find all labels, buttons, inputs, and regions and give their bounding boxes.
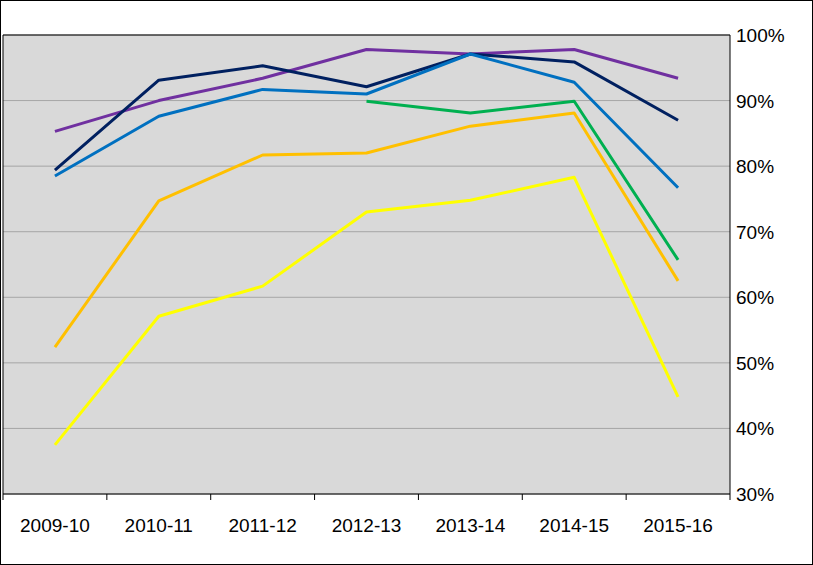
series-line xyxy=(55,177,678,445)
grid-line xyxy=(3,231,730,232)
x-tick xyxy=(3,494,4,500)
y-tick-label: 30% xyxy=(736,484,774,505)
plot-frame xyxy=(3,35,730,36)
x-tick-label: 2009-10 xyxy=(20,515,90,536)
y-tick-label: 40% xyxy=(736,418,774,439)
x-tick-label: 2014-15 xyxy=(539,515,609,536)
x-tick xyxy=(314,494,315,500)
x-tick-label: 2011-12 xyxy=(228,515,296,536)
chart: 30% 40% 50% 60% 70% 80% 90% 100% 2009-10 2010-11 2… xyxy=(0,0,813,565)
y-tick-label: 80% xyxy=(736,156,774,177)
x-tick-label: 2010-11 xyxy=(125,515,193,536)
y-tick-label: 50% xyxy=(736,353,774,374)
x-tick xyxy=(730,494,731,500)
x-tick xyxy=(106,494,107,500)
grid-line xyxy=(3,494,730,495)
series-line xyxy=(55,113,678,347)
x-tick xyxy=(626,494,627,500)
x-tick-label: 2012-13 xyxy=(332,515,402,536)
x-tick-label: 2013-14 xyxy=(435,515,505,536)
grid-line xyxy=(3,428,730,429)
series-line xyxy=(55,54,678,188)
series-group xyxy=(55,49,678,444)
grid-line xyxy=(3,166,730,167)
grid-line xyxy=(3,362,730,363)
series-line xyxy=(367,101,679,260)
x-axis-line xyxy=(3,494,730,495)
chart-border xyxy=(1,1,813,565)
y-tick-label: 100% xyxy=(736,25,785,46)
y-tick-label: 70% xyxy=(736,222,774,243)
y-tick-label: 60% xyxy=(736,287,774,308)
x-tick xyxy=(210,494,211,500)
grid-line xyxy=(3,297,730,298)
x-tick xyxy=(522,494,523,500)
plot-area xyxy=(3,35,730,494)
y-tick-label: 90% xyxy=(736,91,774,112)
x-tick xyxy=(418,494,419,500)
grid-line xyxy=(3,100,730,101)
grid-line xyxy=(3,35,730,36)
plot-frame xyxy=(3,35,4,494)
x-tick-label: 2015-16 xyxy=(643,515,713,536)
y-axis-line xyxy=(730,35,731,494)
